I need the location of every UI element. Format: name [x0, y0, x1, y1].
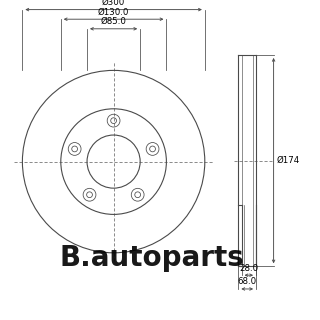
Text: 68.0: 68.0: [238, 277, 257, 286]
Text: Ø300: Ø300: [102, 0, 125, 7]
Text: Ø130.0: Ø130.0: [98, 8, 129, 17]
Text: Ø174: Ø174: [277, 156, 300, 165]
Text: Ø85.0: Ø85.0: [101, 17, 126, 26]
Text: 28.0: 28.0: [239, 264, 258, 273]
Text: B.autoparts: B.autoparts: [60, 244, 244, 272]
